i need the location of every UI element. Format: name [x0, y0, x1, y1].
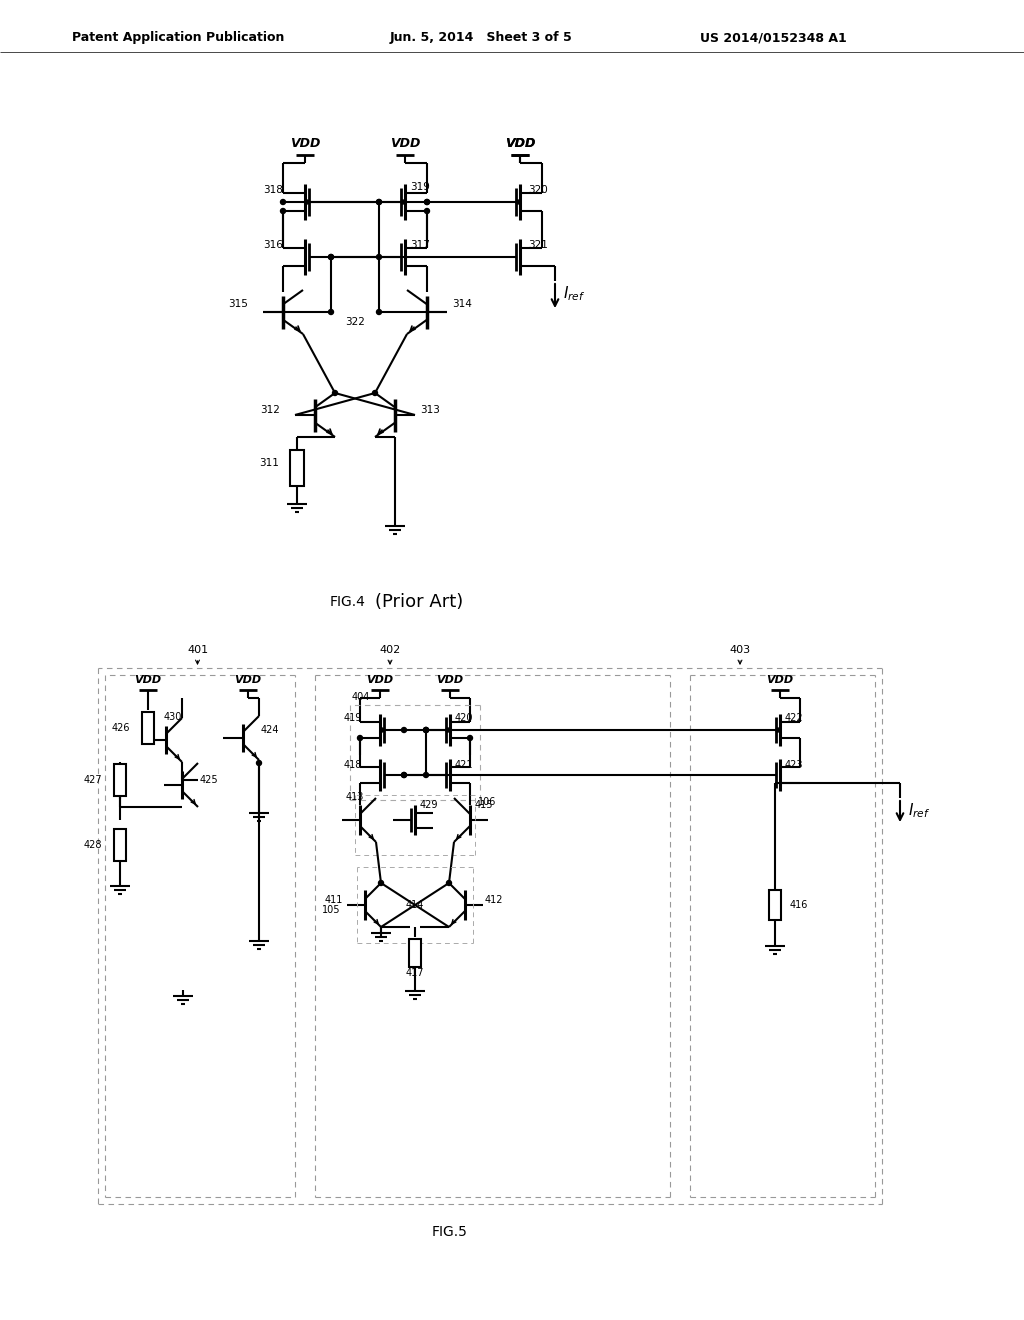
Text: 429: 429: [420, 800, 438, 810]
Circle shape: [377, 199, 382, 205]
Circle shape: [424, 727, 428, 733]
Text: 403: 403: [729, 645, 751, 655]
Text: Jun. 5, 2014   Sheet 3 of 5: Jun. 5, 2014 Sheet 3 of 5: [390, 32, 572, 45]
Bar: [290, 450, 304, 486]
Circle shape: [377, 199, 382, 205]
Text: VDD: VDD: [505, 137, 536, 150]
Text: VDD: VDD: [134, 675, 162, 685]
Text: 322: 322: [345, 317, 365, 327]
Text: 401: 401: [187, 645, 208, 655]
Text: 412: 412: [485, 895, 504, 906]
Circle shape: [424, 727, 428, 733]
Text: 419: 419: [344, 713, 362, 723]
Circle shape: [425, 199, 429, 205]
Text: 413: 413: [346, 792, 365, 803]
Text: VDD: VDD: [290, 137, 321, 150]
Text: 402: 402: [379, 645, 400, 655]
Bar: [114, 829, 126, 861]
Text: VDD: VDD: [436, 675, 464, 685]
Circle shape: [379, 880, 384, 886]
Text: 421: 421: [455, 760, 473, 770]
Text: 425: 425: [200, 775, 219, 785]
Text: 317: 317: [410, 240, 430, 249]
Text: VDD: VDD: [234, 675, 261, 685]
Circle shape: [401, 201, 406, 205]
Text: VDD: VDD: [766, 675, 794, 685]
Text: 428: 428: [84, 840, 102, 850]
Circle shape: [468, 735, 472, 741]
Text: 106: 106: [478, 797, 497, 807]
Text: 313: 313: [420, 405, 440, 414]
Text: VDD: VDD: [367, 675, 393, 685]
Text: 311: 311: [259, 458, 279, 469]
Bar: [409, 939, 421, 968]
Text: 415: 415: [475, 800, 494, 810]
Text: 319: 319: [410, 182, 430, 191]
Circle shape: [377, 255, 382, 260]
Text: 312: 312: [260, 405, 280, 414]
Bar: [769, 890, 781, 920]
Text: 321: 321: [528, 240, 548, 249]
Text: VDD: VDD: [505, 137, 536, 150]
Text: 314: 314: [452, 300, 472, 309]
Circle shape: [380, 729, 384, 733]
Circle shape: [357, 735, 362, 741]
Circle shape: [281, 209, 286, 214]
Text: 427: 427: [83, 775, 102, 785]
Text: 318: 318: [263, 185, 283, 195]
Circle shape: [401, 772, 407, 777]
Circle shape: [776, 729, 780, 733]
Text: US 2014/0152348 A1: US 2014/0152348 A1: [700, 32, 847, 45]
Circle shape: [333, 391, 338, 396]
Circle shape: [329, 255, 334, 260]
Text: 423: 423: [785, 760, 804, 770]
Circle shape: [305, 201, 309, 205]
Circle shape: [446, 729, 450, 733]
Circle shape: [401, 772, 407, 777]
Text: 411: 411: [325, 895, 343, 906]
Text: 424: 424: [261, 725, 280, 735]
Circle shape: [377, 309, 382, 314]
Text: 426: 426: [112, 723, 130, 733]
Text: 416: 416: [790, 900, 808, 909]
Text: (Prior Art): (Prior Art): [375, 593, 463, 611]
Text: 320: 320: [528, 185, 548, 195]
Bar: [142, 711, 154, 744]
Circle shape: [446, 880, 452, 886]
Circle shape: [425, 209, 429, 214]
Circle shape: [424, 727, 428, 733]
Text: 105: 105: [322, 906, 340, 915]
Circle shape: [329, 255, 334, 260]
Circle shape: [516, 201, 520, 205]
Text: 418: 418: [344, 760, 362, 770]
Circle shape: [425, 199, 429, 205]
Text: 414: 414: [406, 900, 424, 909]
Circle shape: [424, 772, 428, 777]
Text: 315: 315: [228, 300, 248, 309]
Text: FIG.5: FIG.5: [432, 1225, 468, 1239]
Bar: [114, 764, 126, 796]
Text: Patent Application Publication: Patent Application Publication: [72, 32, 285, 45]
Text: 420: 420: [455, 713, 473, 723]
Text: 404: 404: [352, 692, 371, 702]
Text: FIG.4: FIG.4: [330, 595, 366, 609]
Circle shape: [329, 309, 334, 314]
Text: 316: 316: [263, 240, 283, 249]
Text: 430: 430: [164, 711, 182, 722]
Text: $I_{ref}$: $I_{ref}$: [908, 801, 931, 820]
Circle shape: [373, 391, 378, 396]
Circle shape: [256, 760, 261, 766]
Circle shape: [401, 727, 407, 733]
Text: $I_{ref}$: $I_{ref}$: [563, 285, 586, 304]
Text: 422: 422: [785, 713, 804, 723]
Text: 417: 417: [406, 968, 424, 978]
Circle shape: [281, 199, 286, 205]
Text: VDD: VDD: [390, 137, 420, 150]
